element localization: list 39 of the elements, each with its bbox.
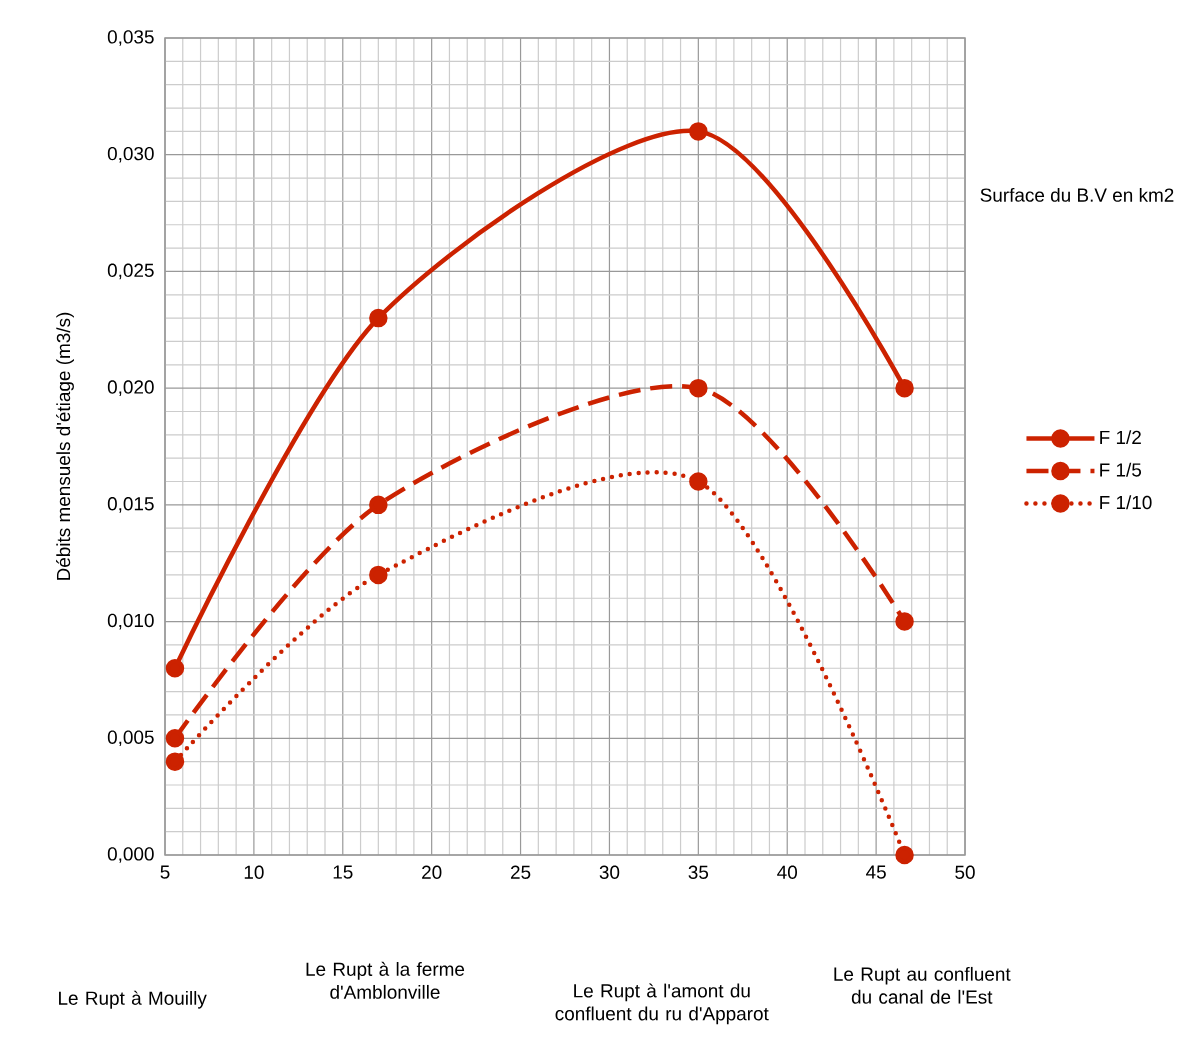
text: Le Rupt à la ferme d'Amblonville <box>306 961 465 999</box>
y-axis-title: Débits mensuels d'étiage (m3/s) <box>56 312 74 580</box>
legend-label: F 1/2 <box>1100 430 1141 445</box>
point <box>369 495 388 515</box>
text: Le Rupt au confluent du canal de l'Est <box>834 966 1011 1004</box>
x-tick-label: 35 <box>688 865 709 879</box>
point <box>369 308 388 328</box>
point <box>689 122 708 141</box>
x-tick-label: 50 <box>955 865 975 879</box>
x-tick-label: 20 <box>422 865 442 879</box>
x-tick-label: 25 <box>510 865 531 879</box>
x-axis-title: Surface du B.V en km2 <box>980 187 1174 202</box>
point <box>369 565 388 585</box>
x-tick-label: 40 <box>777 865 798 879</box>
x-tick-label: 5 <box>160 865 170 879</box>
y-tick-label: 0,020 <box>107 380 154 396</box>
point <box>165 752 185 771</box>
x-tick-label: 30 <box>599 865 620 879</box>
x-tick-label: 10 <box>244 865 264 879</box>
y-tick-label: 0,000 <box>107 847 154 863</box>
legend-label: F 1/5 <box>1100 462 1142 477</box>
point <box>895 612 914 631</box>
point <box>165 729 185 748</box>
y-tick-label: 0,005 <box>107 730 154 747</box>
x-tick-label: 45 <box>866 865 886 879</box>
y-tick-label: 0,030 <box>107 146 154 163</box>
text: Le Rupt à l'amont du confluent du ru d'Apparot <box>555 983 769 1025</box>
x-tick-label: 15 <box>333 865 353 879</box>
point <box>895 845 914 865</box>
point <box>689 472 708 491</box>
y-tick-label: 0,015 <box>107 497 154 513</box>
y-tick-label: 0,010 <box>107 613 154 630</box>
y-tick-label: 0,035 <box>107 30 154 46</box>
legend-label: F 1/10 <box>1100 495 1152 510</box>
y-tick-label: 0,025 <box>107 263 154 280</box>
point <box>165 659 185 678</box>
point <box>895 378 914 398</box>
point <box>689 378 708 398</box>
text: Le Rupt à Mouilly <box>59 990 207 1009</box>
